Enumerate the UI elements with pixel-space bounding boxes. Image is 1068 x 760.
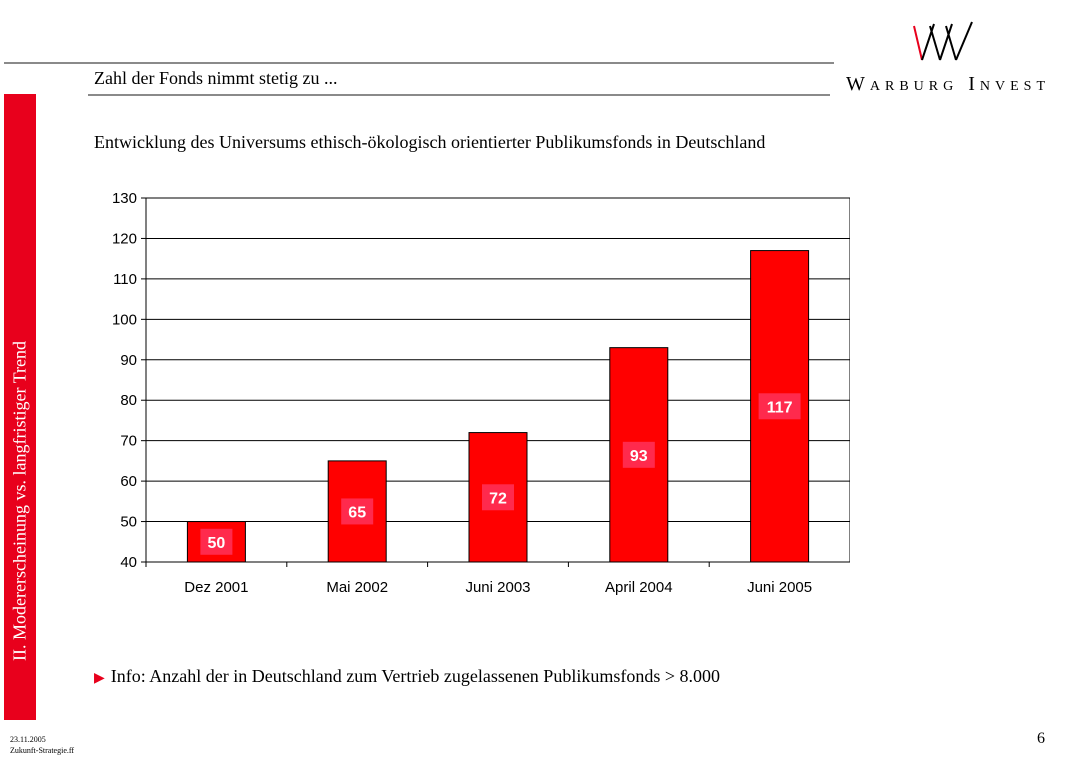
x-tick-label: Mai 2002: [326, 579, 388, 596]
info-note: ▶ Info: Anzahl der in Deutschland zum Ver…: [94, 666, 720, 687]
data-label: 65: [348, 504, 366, 521]
footer-date: 23.11.2005: [10, 735, 46, 744]
data-label: 93: [630, 448, 648, 465]
y-tick-label: 90: [120, 352, 137, 369]
x-tick-label: Juni 2005: [747, 579, 812, 596]
section-sidebar: II. Modererscheinung vs. langfristiger T…: [4, 94, 36, 720]
y-tick-label: 80: [120, 392, 137, 409]
y-tick-label: 50: [120, 514, 137, 531]
data-label-bg: [758, 393, 801, 420]
data-label: 50: [208, 535, 226, 552]
logo-text: Warburg Invest: [846, 73, 1050, 95]
data-label-bg: [341, 498, 374, 525]
bar-chart: 40 50 60 70 80 90 100 110 120 130 50 Dez 2001 65 Mai …: [112, 190, 850, 596]
slide-title: Zahl der Fonds nimmt stetig zu ...: [94, 68, 338, 88]
y-tick-label: 70: [120, 433, 137, 450]
triangle-right-icon: ▶: [94, 671, 105, 686]
data-label: 117: [767, 399, 793, 416]
chart-title: Entwicklung des Universums ethisch-ökolo…: [94, 132, 766, 152]
y-tick-label: 40: [120, 554, 137, 571]
y-tick-label: 60: [120, 473, 137, 490]
footer-filename: Zukunft-Strategie.ff: [10, 746, 75, 755]
info-text: Info: Anzahl der in Deutschland zum Vert…: [110, 666, 720, 686]
data-label: 72: [489, 490, 507, 507]
data-label-bg: [622, 441, 655, 468]
section-label: II. Modererscheinung vs. langfristiger T…: [9, 341, 30, 661]
y-tick-label: 130: [112, 190, 137, 207]
data-label-bg: [200, 528, 233, 555]
warburg-logo-icon: [913, 21, 973, 61]
page-number: 6: [1037, 730, 1045, 747]
x-tick-label: Dez 2001: [184, 579, 248, 596]
data-label-bg: [482, 484, 514, 511]
x-tick-label: April 2004: [605, 579, 673, 596]
y-tick-label: 100: [112, 311, 137, 328]
x-tick-label: Juni 2003: [465, 579, 530, 596]
y-tick-label: 120: [112, 230, 137, 247]
logo: Warburg Invest: [838, 18, 1058, 98]
y-tick-label: 110: [113, 271, 137, 288]
title-rule: [88, 94, 830, 96]
bar: [327, 460, 387, 563]
header-rule: [4, 62, 834, 64]
